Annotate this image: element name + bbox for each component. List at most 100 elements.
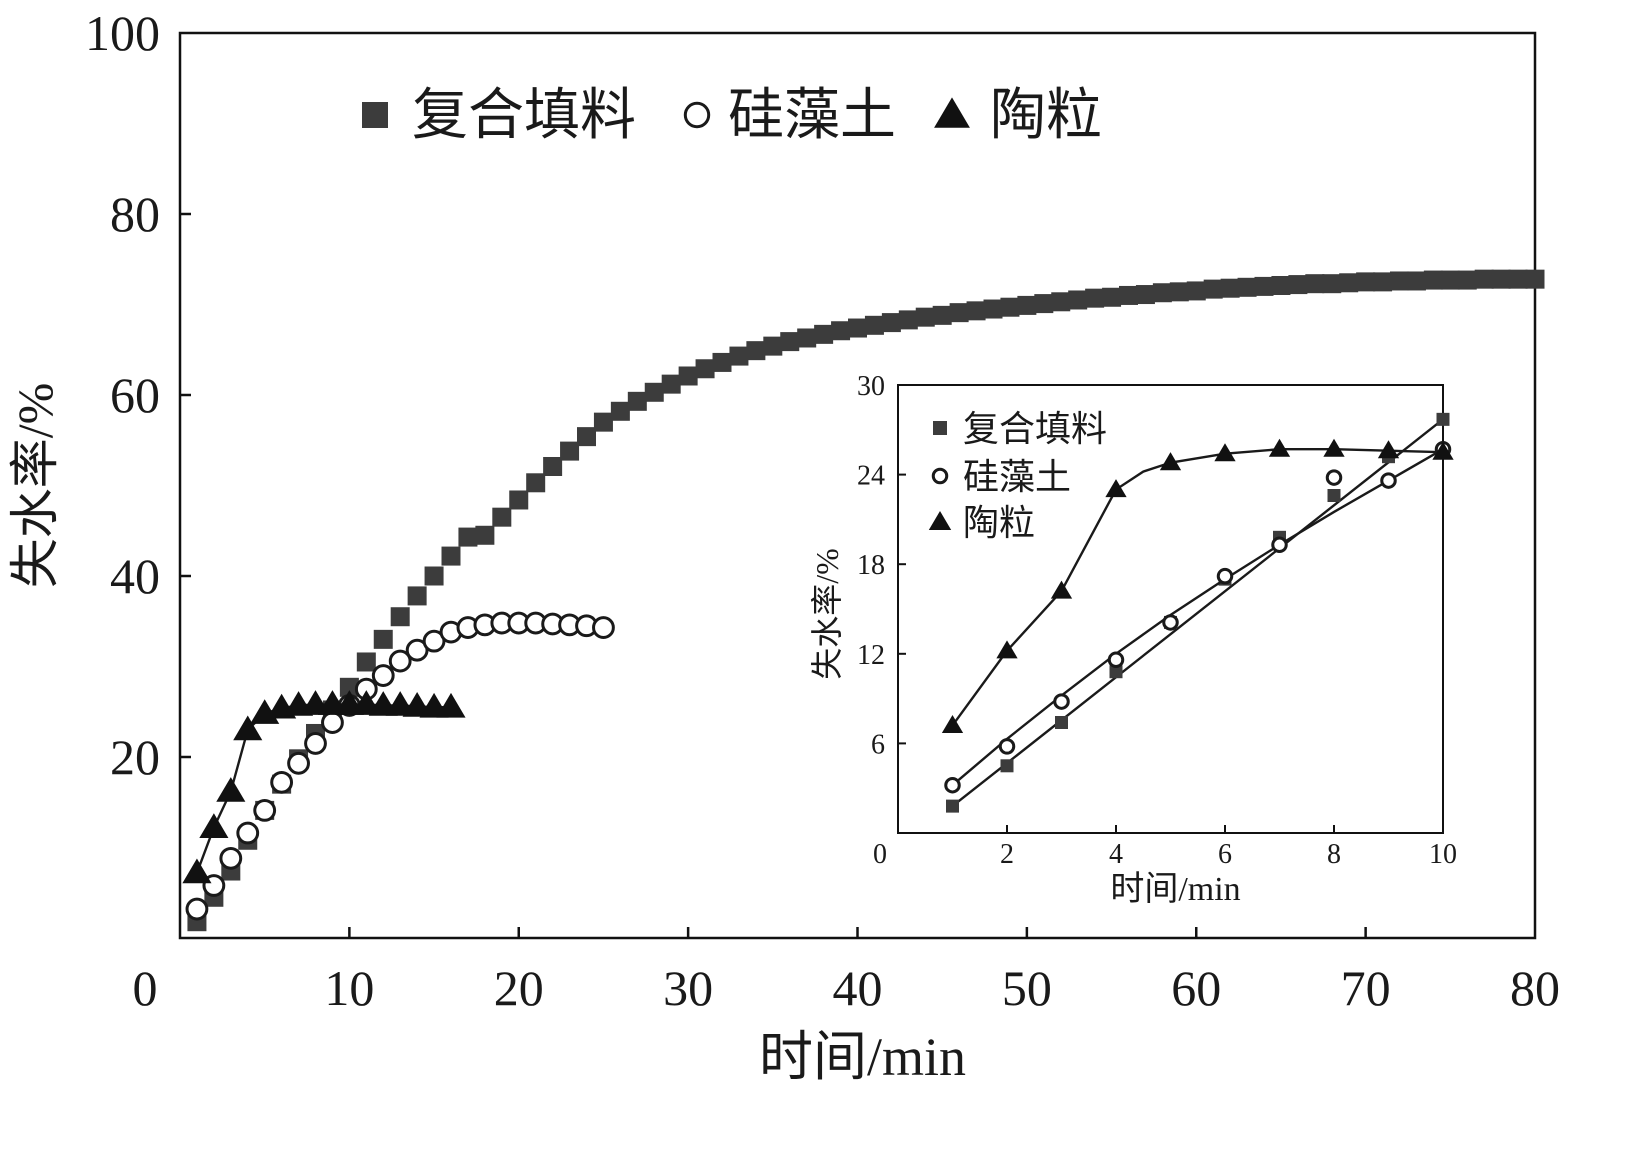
data-point xyxy=(441,546,461,566)
data-point xyxy=(898,310,918,330)
inset-data-point xyxy=(944,776,961,794)
data-point xyxy=(1017,295,1037,315)
data-point xyxy=(1169,282,1189,302)
data-point xyxy=(831,321,851,341)
inset-legend-label: 复合填料 xyxy=(963,409,1107,449)
inset-data-point xyxy=(998,738,1016,755)
inset-data-point xyxy=(996,640,1018,659)
data-point xyxy=(560,441,580,461)
inset-data-point xyxy=(1159,452,1182,471)
data-point xyxy=(1152,283,1172,303)
inset-x-axis-label: 时间/min xyxy=(1110,871,1240,908)
inset-fit-line xyxy=(951,448,1444,787)
data-point xyxy=(1525,269,1545,289)
inset-y-tick-label: 6 xyxy=(871,729,885,760)
x-tick-label: 80 xyxy=(1510,960,1560,1016)
data-point xyxy=(422,629,446,653)
inset-frame xyxy=(897,384,1444,834)
data-point xyxy=(436,692,466,718)
x-tick-label: 40 xyxy=(833,960,883,1016)
data-point xyxy=(424,566,444,586)
x-tick-label: 60 xyxy=(1171,960,1221,1016)
data-point xyxy=(219,846,243,870)
data-point xyxy=(1406,271,1426,291)
data-point xyxy=(678,366,698,386)
data-point xyxy=(1220,278,1240,298)
data-point xyxy=(763,336,783,356)
inset-y-tick-label: 12 xyxy=(857,640,885,671)
data-point xyxy=(509,490,529,510)
inset-y-tick-label: 24 xyxy=(857,461,885,492)
inset-y-tick-label: 30 xyxy=(857,371,885,402)
x-tick-label: 50 xyxy=(1002,960,1052,1016)
x-tick-label: 10 xyxy=(324,960,374,1016)
data-point xyxy=(182,858,212,884)
data-point xyxy=(1119,285,1138,305)
inset-data-point xyxy=(1053,693,1070,710)
data-point xyxy=(543,456,563,476)
data-point xyxy=(1474,269,1494,289)
x-tick-label: 70 xyxy=(1341,960,1391,1016)
inset-data-point xyxy=(946,799,959,813)
data-point xyxy=(388,649,412,673)
data-point xyxy=(1068,290,1088,310)
data-point xyxy=(1390,271,1409,291)
data-point xyxy=(216,777,246,802)
data-point xyxy=(814,324,834,344)
inset-data-point xyxy=(1432,441,1454,460)
data-point xyxy=(848,318,867,338)
data-point xyxy=(1051,292,1071,312)
data-point xyxy=(797,328,817,348)
inset-data-point xyxy=(1050,580,1073,599)
legend-label: 陶粒 xyxy=(990,85,1102,147)
x-tick-label: 0 xyxy=(133,960,158,1016)
data-point xyxy=(881,313,901,333)
data-point xyxy=(949,303,969,323)
data-point xyxy=(1034,294,1054,314)
inset-data-point xyxy=(1107,651,1125,669)
inset-data-point xyxy=(1323,438,1345,457)
data-point xyxy=(1102,287,1122,307)
data-point xyxy=(1085,288,1105,308)
data-point xyxy=(339,677,359,697)
data-point xyxy=(287,751,310,775)
inset-data-point xyxy=(1327,489,1341,503)
inset-data-point xyxy=(1377,440,1400,459)
data-point xyxy=(780,332,800,352)
data-point xyxy=(407,586,427,606)
data-point xyxy=(371,664,395,687)
y-tick-label: 100 xyxy=(85,5,160,61)
inset-x-tick-label: 8 xyxy=(1327,839,1341,870)
data-point xyxy=(864,315,884,335)
inset-data-point xyxy=(1325,469,1343,486)
data-point xyxy=(1440,270,1460,290)
inset-series-filled-triangle xyxy=(941,438,1454,734)
series-open-circle xyxy=(185,611,615,921)
data-point xyxy=(1237,277,1257,297)
data-point xyxy=(199,813,229,838)
legend-label: 硅藻土 xyxy=(728,85,896,147)
inset-x-tick-label: 2 xyxy=(1000,839,1014,870)
inset-data-point xyxy=(1268,438,1291,457)
data-point xyxy=(1203,279,1223,299)
data-point xyxy=(695,359,715,379)
data-point xyxy=(1000,297,1020,317)
data-point xyxy=(577,427,596,447)
data-point xyxy=(1186,281,1206,301)
data-point xyxy=(321,711,344,735)
data-point xyxy=(1271,275,1291,295)
inset-x-tick-label: 0 xyxy=(873,839,887,870)
data-point xyxy=(593,412,613,432)
inset-x-tick-label: 10 xyxy=(1429,839,1457,870)
data-point xyxy=(233,715,263,741)
inset-fit-line xyxy=(951,418,1444,808)
inset-data-point xyxy=(1380,472,1397,489)
data-point xyxy=(1356,272,1376,292)
inset-legend-marker xyxy=(931,467,949,485)
legend-label: 复合填料 xyxy=(412,85,636,147)
legend: 复合填料 硅藻土 陶粒 xyxy=(362,85,1102,147)
